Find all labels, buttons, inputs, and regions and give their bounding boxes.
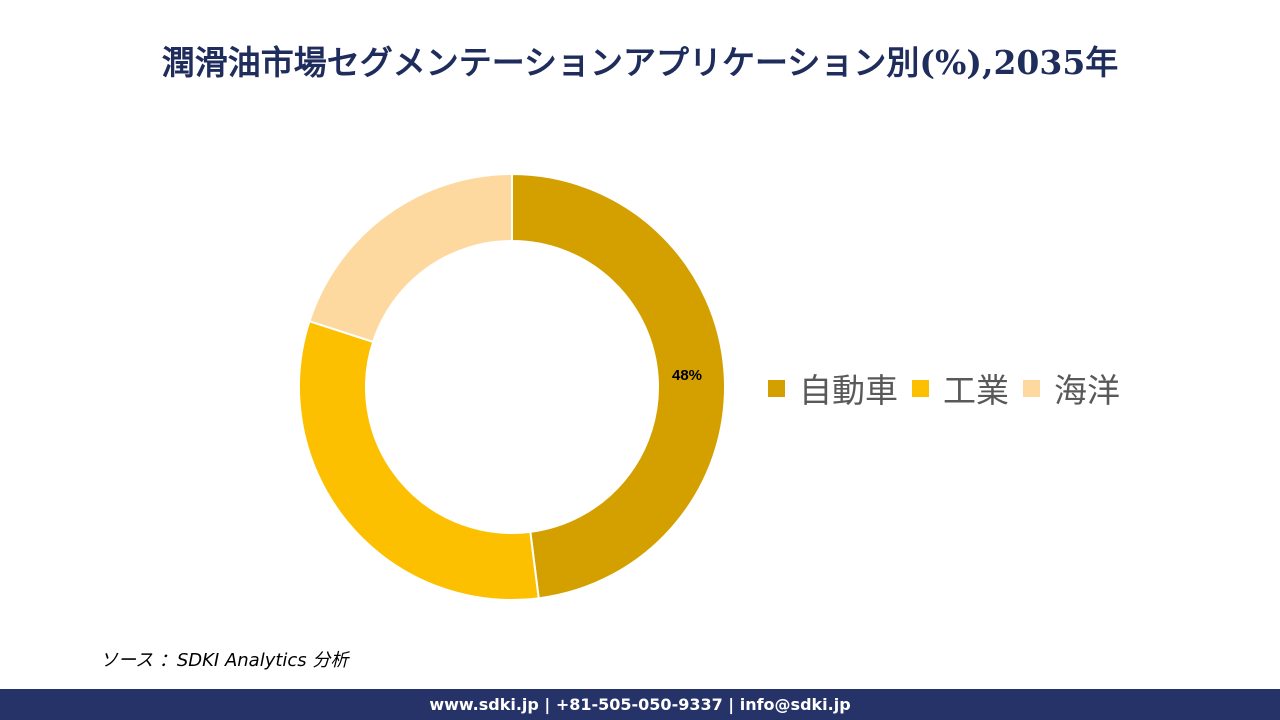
source-note: ソース ：SDKI Analytics 分析 <box>100 650 349 671</box>
footer-bar: www.sdki.jp | +81-505-050-9337 | info@sd… <box>0 689 1280 720</box>
legend-label: 工業 <box>943 371 1009 410</box>
footer-contact: www.sdki.jp | +81-505-050-9337 | info@sd… <box>429 695 851 714</box>
legend-item-marine: 海洋 <box>1023 364 1120 412</box>
legend-label: 自動車 <box>799 371 898 410</box>
segment-automotive <box>511 172 726 600</box>
legend-item-industrial: 工業 <box>912 364 1009 412</box>
legend-swatch-industrial <box>912 379 929 397</box>
donut-segments <box>298 172 726 601</box>
legend-item-automotive: 自動車 <box>768 364 898 412</box>
chart-title: 潤滑油市場セグメンテーションアプリケーション別(%),2035年 <box>161 43 1119 82</box>
legend-label: 海洋 <box>1054 371 1120 410</box>
segment-industrial <box>298 319 540 601</box>
legend: 自動車 工業 海洋 <box>768 364 1134 412</box>
legend-swatch-automotive <box>768 379 785 397</box>
legend-swatch-marine <box>1023 379 1040 397</box>
segment-marine <box>308 172 513 344</box>
data-label-automotive: 48% <box>672 367 703 384</box>
